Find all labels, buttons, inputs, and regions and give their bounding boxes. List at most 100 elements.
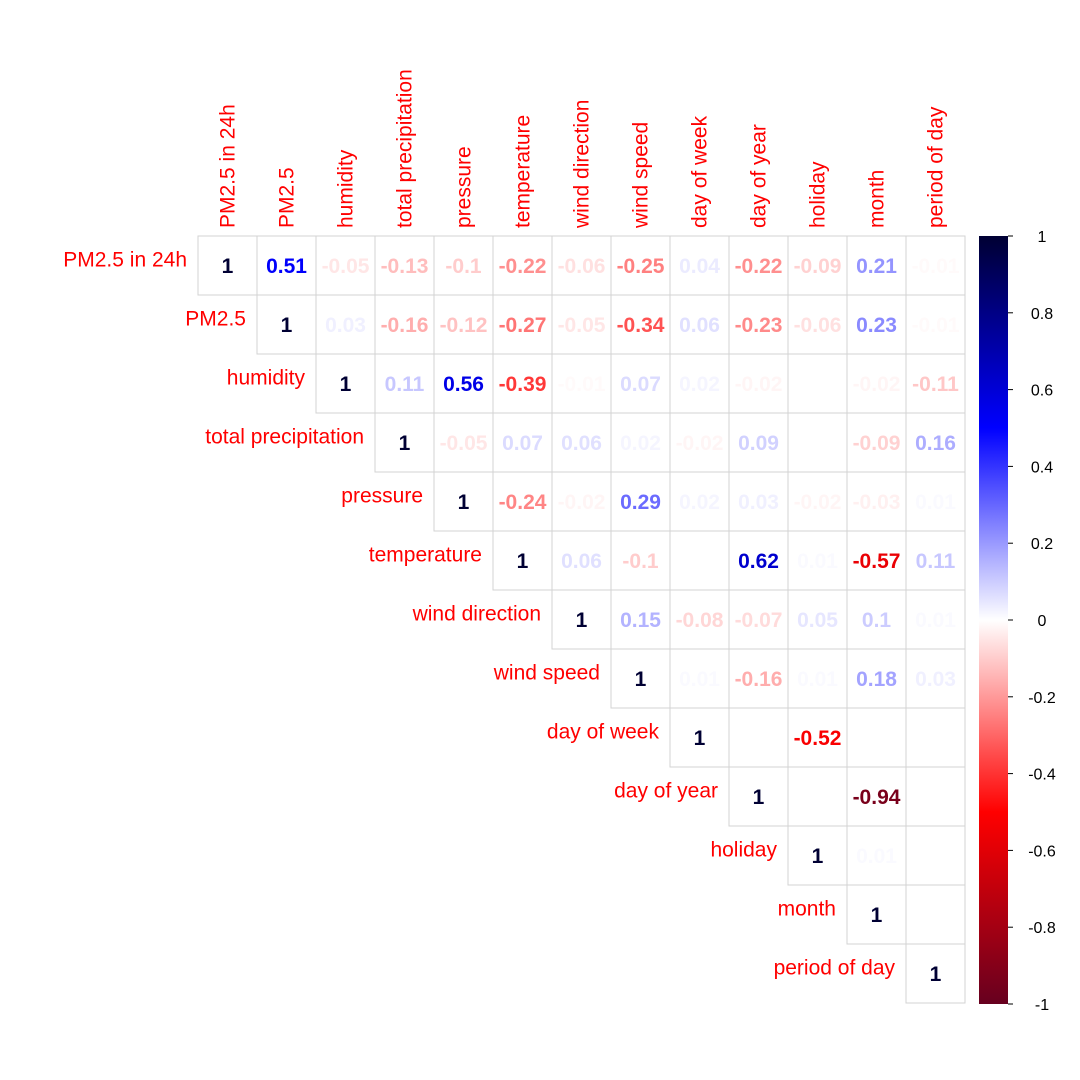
heatmap-cell-pm2-5-in-24h-month: [846, 235, 907, 296]
cell-value-month-month: 1: [871, 904, 883, 927]
heatmap-cell-day-of-year-month: [846, 766, 907, 827]
cell-value-temperature-day-of-week: 0: [694, 550, 706, 573]
colorbar-tick-label: -0.4: [1028, 767, 1056, 784]
column-label-day-of-year: day of year: [748, 124, 771, 228]
heatmap-cell-day-of-week-day-of-year: [728, 707, 789, 768]
cell-value-holiday-period-of-day: 0: [930, 845, 942, 868]
cell-value-humidity-temperature: -0.39: [499, 373, 547, 396]
heatmap-cell-pressure-temperature: [492, 471, 553, 532]
cell-value-day-of-week-holiday: -0.52: [794, 727, 842, 750]
cell-value-total-precipitation-period-of-day: 0.16: [915, 432, 956, 455]
heatmap-cell-pm2-5-day-of-week: [669, 294, 730, 355]
cell-value-humidity-total-precipitation: 0.11: [385, 373, 425, 396]
cell-value-wind-direction-month: 0.1: [862, 609, 892, 632]
heatmap-cell-pm2-5-temperature: [492, 294, 553, 355]
cell-value-pm2-5-period-of-day: -0.01: [912, 314, 960, 337]
colorbar-tick-label: 0.2: [1031, 536, 1053, 553]
heatmap-cell-humidity-pressure: [433, 353, 494, 414]
row-label-temperature: temperature: [369, 544, 482, 567]
cell-value-pm2-5-in-24h-wind-speed: -0.25: [617, 255, 665, 278]
cell-value-holiday-month: 0.01: [856, 845, 897, 868]
cell-value-humidity-holiday: 0: [812, 373, 824, 396]
cell-value-pm2-5-temperature: -0.27: [499, 314, 547, 337]
heatmap-cell-pressure-pressure: [433, 471, 494, 532]
cell-value-humidity-day-of-week: 0.02: [679, 373, 720, 396]
cell-value-pm2-5-in-24h-wind-direction: -0.06: [558, 255, 606, 278]
heatmap-cell-pm2-5-in-24h-day-of-year: [728, 235, 789, 296]
heatmap-cell-pm2-5-holiday: [787, 294, 848, 355]
heatmap-cell-pm2-5-in-24h-humidity: [315, 235, 376, 296]
colorbar-tick-label: -0.8: [1028, 920, 1056, 937]
heatmap-cell-humidity-total-precipitation: [374, 353, 435, 414]
column-label-holiday: holiday: [807, 161, 830, 228]
column-labels: PM2.5 in 24h PM2.5 humidity total precipita…: [217, 69, 948, 229]
heatmap-cell-pm2-5-wind-speed: [610, 294, 671, 355]
cell-value-wind-direction-wind-speed: 0.15: [620, 609, 661, 632]
heatmap-cell-humidity-wind-speed: [610, 353, 671, 414]
cell-value-temperature-holiday: 0.01: [797, 550, 838, 573]
heatmap-cell-wind-direction-day-of-week: [669, 589, 730, 650]
cell-value-pressure-wind-speed: 0.29: [620, 491, 661, 514]
heatmap-cell-day-of-week-holiday: [787, 707, 848, 768]
heatmap-cell-holiday-period-of-day: [905, 825, 966, 886]
cell-value-wind-speed-day-of-week: 0.01: [679, 668, 720, 691]
column-label-day-of-week: day of week: [689, 115, 712, 228]
cell-value-pressure-wind-direction: -0.02: [558, 491, 606, 514]
cell-value-pm2-5-in-24h-temperature: -0.22: [499, 255, 547, 278]
cell-value-pm2-5-in-24h-day-of-week: 0.04: [679, 255, 720, 278]
cell-value-humidity-humidity: 1: [340, 373, 352, 396]
colorbar-tick-label: 0.4: [1031, 459, 1053, 476]
heatmap-cell-wind-speed-day-of-week: [669, 648, 730, 709]
cell-value-day-of-week-day-of-year: 0: [753, 727, 765, 750]
column-label-pm2-5: PM2.5: [276, 167, 299, 228]
colorbar-tick-label: -1: [1035, 997, 1049, 1014]
cell-value-pm2-5-in-24h-pm2-5-in-24h: 1: [222, 255, 234, 278]
heatmap-cell-wind-direction-day-of-year: [728, 589, 789, 650]
cell-value-temperature-wind-speed: -0.1: [622, 550, 659, 573]
cell-value-wind-speed-holiday: 0.01: [797, 668, 838, 691]
row-label-month: month: [778, 898, 836, 921]
column-label-wind-direction: wind direction: [571, 100, 594, 229]
cell-value-day-of-year-period-of-day: 0: [930, 786, 942, 809]
cell-value-temperature-wind-direction: 0.06: [561, 550, 602, 573]
column-label-temperature: temperature: [512, 115, 535, 228]
cell-value-pm2-5-wind-speed: -0.34: [617, 314, 665, 337]
cell-value-total-precipitation-total-precipitation: 1: [399, 432, 411, 455]
heatmap-cell-pm2-5-wind-direction: [551, 294, 612, 355]
cell-value-total-precipitation-temperature: 0.07: [502, 432, 543, 455]
cell-value-pm2-5-in-24h-pm2-5: 0.51: [266, 255, 307, 278]
heatmap-cell-pm2-5-day-of-year: [728, 294, 789, 355]
cell-value-total-precipitation-wind-speed: 0.02: [620, 432, 661, 455]
row-label-pressure: pressure: [341, 485, 423, 508]
heatmap-cells: 1 0.51 -0.05 -0.13 -0.1 -0.22 -0.06 -0.25 0.04 -0…: [197, 235, 966, 1004]
cell-value-temperature-temperature: 1: [517, 550, 529, 573]
cell-value-pressure-day-of-year: 0.03: [738, 491, 779, 514]
heatmap-cell-wind-speed-day-of-year: [728, 648, 789, 709]
heatmap-cell-total-precipitation-total-precipitation: [374, 412, 435, 473]
heatmap-cell-total-precipitation-month: [846, 412, 907, 473]
heatmap-cell-pressure-holiday: [787, 471, 848, 532]
cell-value-wind-speed-wind-speed: 1: [635, 668, 647, 691]
heatmap-cell-day-of-year-period-of-day: [905, 766, 966, 827]
row-label-total-precipitation: total precipitation: [205, 426, 364, 449]
heatmap-cell-day-of-week-period-of-day: [905, 707, 966, 768]
cell-value-pm2-5-humidity: 0.03: [325, 314, 366, 337]
column-label-pressure: pressure: [453, 146, 476, 228]
heatmap-cell-month-period-of-day: [905, 884, 966, 945]
cell-value-pm2-5-in-24h-month: 0.21: [856, 255, 897, 278]
cell-value-humidity-wind-speed: 0.07: [620, 373, 661, 396]
cell-value-humidity-period-of-day: -0.11: [912, 373, 959, 396]
cell-value-total-precipitation-holiday: 0: [812, 432, 824, 455]
cell-value-pm2-5-month: 0.23: [856, 314, 897, 337]
heatmap-cell-pressure-day-of-week: [669, 471, 730, 532]
colorbar-tick-label: 0.8: [1031, 306, 1053, 323]
heatmap-cell-pm2-5-pm2-5: [256, 294, 317, 355]
colorbar-tick-label: -0.2: [1028, 690, 1056, 707]
heatmap-cell-holiday-holiday: [787, 825, 848, 886]
heatmap-cell-pm2-5-in-24h-temperature: [492, 235, 553, 296]
heatmap-cell-day-of-year-holiday: [787, 766, 848, 827]
cell-value-pm2-5-pressure: -0.12: [440, 314, 488, 337]
cell-value-pressure-month: -0.03: [853, 491, 901, 514]
cell-value-pressure-day-of-week: 0.02: [679, 491, 720, 514]
cell-value-wind-direction-holiday: 0.05: [797, 609, 838, 632]
